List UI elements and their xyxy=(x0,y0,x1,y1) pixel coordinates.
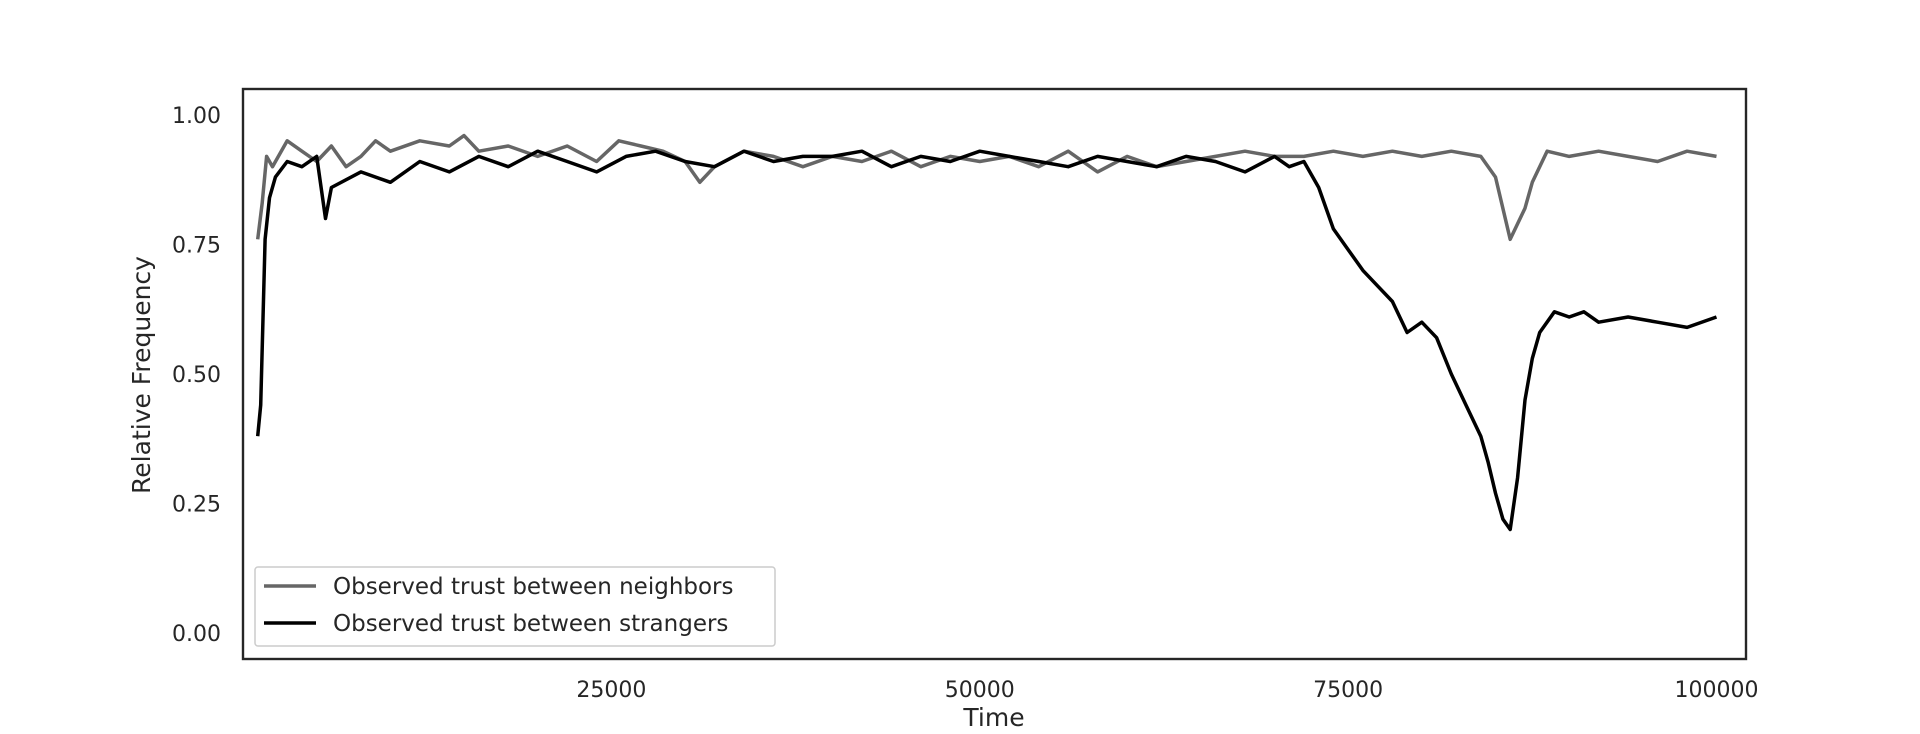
x-axis-ticks: 25000 50000 75000 100000 xyxy=(576,678,1758,703)
legend-label-neighbors: Observed trust between neighbors xyxy=(333,574,734,600)
y-tick-label: 0.75 xyxy=(172,233,221,258)
series-layer xyxy=(255,133,1718,532)
series-line-strangers xyxy=(255,149,1718,532)
plot-frame xyxy=(241,87,1748,661)
series-line-neighbors xyxy=(255,133,1717,242)
x-tick-label: 100000 xyxy=(1675,678,1759,703)
y-tick-label: 1.00 xyxy=(172,104,221,129)
x-axis-title: Time xyxy=(962,703,1024,732)
legend-label-strangers: Observed trust between strangers xyxy=(333,611,728,637)
legend: Observed trust between neighbors Observe… xyxy=(254,566,776,647)
y-axis-title: Relative Frequency xyxy=(127,256,156,494)
y-axis-ticks: 0.00 0.25 0.50 0.75 1.00 xyxy=(172,104,221,647)
x-tick-label: 50000 xyxy=(945,678,1015,703)
y-tick-label: 0.00 xyxy=(172,622,221,647)
legend-box xyxy=(254,566,776,647)
x-tick-label: 75000 xyxy=(1313,678,1383,703)
y-tick-label: 0.50 xyxy=(172,363,221,388)
x-tick-label: 25000 xyxy=(576,678,646,703)
y-tick-label: 0.25 xyxy=(172,493,221,518)
